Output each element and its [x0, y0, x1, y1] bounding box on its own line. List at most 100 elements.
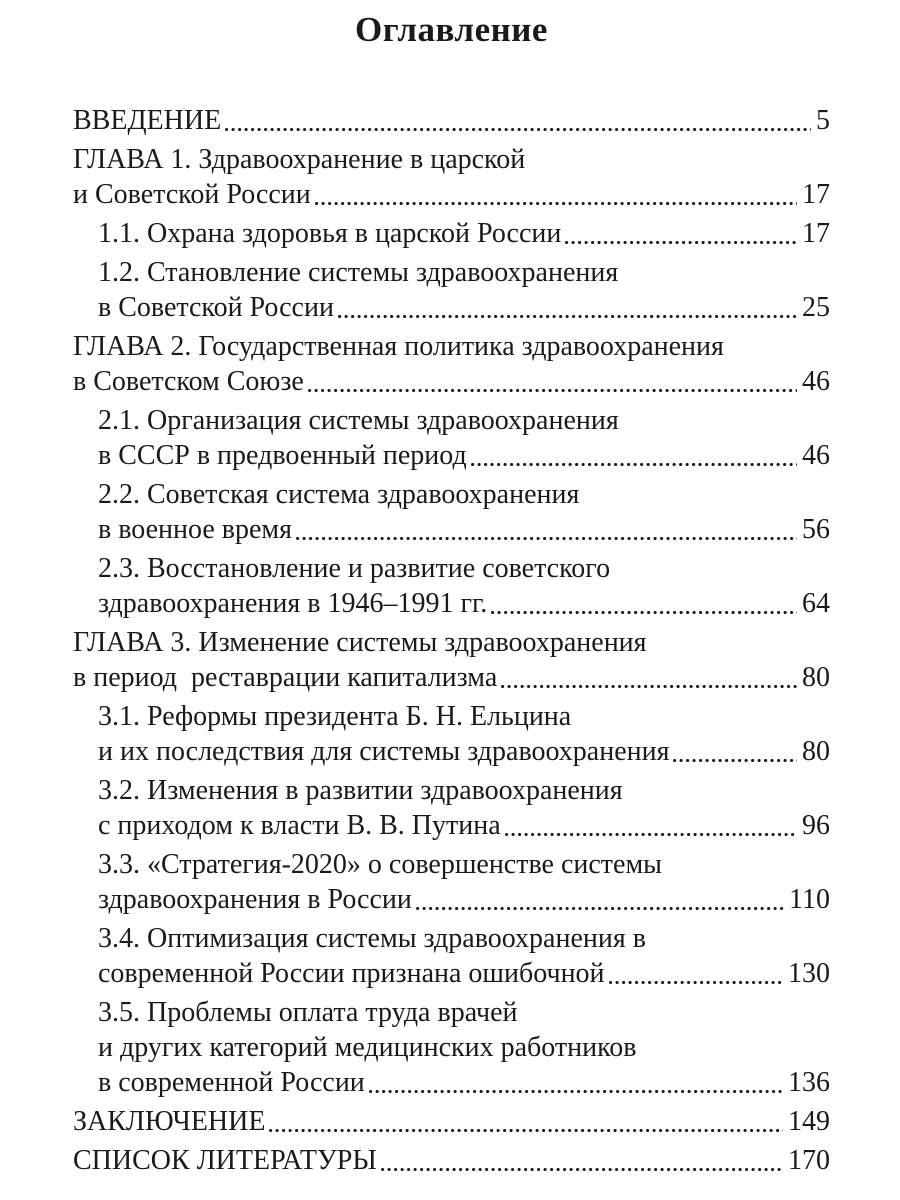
toc-entry-text: ВВЕДЕНИЕ — [73, 105, 222, 136]
toc-entry-line: 1.2. Становление системы здравоохранения — [98, 255, 830, 290]
toc-entry-line: 2.1. Организация системы здравоохранения — [98, 403, 830, 438]
toc-entry[interactable]: 2.1. Организация системы здравоохранения… — [98, 403, 830, 473]
toc-entry-line: с приходом к власти В. В. Путина 96 — [98, 808, 830, 843]
toc-entry-line: в период реставрации капитализма 80 — [73, 660, 830, 695]
page-number: 64 — [802, 588, 830, 619]
page-number: 5 — [816, 105, 830, 136]
toc-entry-text: и их последствия для системы здравоохран… — [98, 736, 670, 767]
toc-entry[interactable]: 2.2. Советская система здравоохранения в … — [98, 477, 830, 547]
toc-entry-text: в современной России — [98, 1067, 365, 1098]
toc-entry-line: ГЛАВА 1. Здравоохранение в царской — [73, 142, 830, 177]
page-number: 17 — [802, 179, 830, 210]
toc-entry-line: 3.1. Реформы президента Б. Н. Ельцина — [98, 699, 830, 734]
page-number: 130 — [788, 958, 830, 989]
toc-entry-text: ГЛАВА 1. Здравоохранение в царской — [73, 144, 526, 175]
toc-entry[interactable]: ГЛАВА 1. Здравоохранение в царской и Сове… — [73, 142, 830, 212]
page-number: 46 — [802, 440, 830, 471]
toc-entry[interactable]: 3.2. Изменения в развитии здравоохранени… — [98, 773, 830, 843]
toc-entry-line: в Советском Союзе 46 — [73, 364, 830, 399]
toc-entry-line: и их последствия для системы здравоохран… — [98, 734, 830, 769]
toc-entry-text: ГЛАВА 2. Государственная политика здраво… — [73, 331, 724, 362]
toc-entry-line: и Советской России 17 — [73, 177, 830, 212]
dot-leader — [673, 759, 797, 762]
toc-entry-text: в Советском Союзе — [73, 366, 304, 397]
toc-entry-line: 3.5. Проблемы оплата труда врачей — [98, 995, 830, 1030]
toc-entry-line: в СССР в предвоенный период 46 — [98, 438, 830, 473]
toc-entry-line: 1.1. Охрана здоровья в царской России 17 — [98, 216, 830, 251]
toc-entry-text: современной России признана ошибочной — [98, 958, 605, 989]
page-number: 17 — [802, 218, 830, 249]
dot-leader — [307, 389, 797, 392]
toc-entry[interactable]: 3.3. «Стратегия-2020» о совершенстве сис… — [98, 847, 830, 917]
toc-entry-text: с приходом к власти В. В. Путина — [98, 810, 501, 841]
toc-entry[interactable]: ГЛАВА 2. Государственная политика здраво… — [73, 329, 830, 399]
toc-entry-text: 3.5. Проблемы оплата труда врачей — [98, 997, 518, 1028]
toc-entry-text: в период реставрации капитализма — [73, 662, 498, 693]
toc-entry-line: 3.4. Оптимизация системы здравоохранения… — [98, 921, 830, 956]
toc-entry[interactable]: 1.1. Охрана здоровья в царской России 17 — [98, 216, 830, 251]
page-number: 170 — [788, 1145, 830, 1176]
toc-entry-line: ЗАКЛЮЧЕНИЕ 149 — [73, 1104, 830, 1139]
toc-entry-line: здравоохранения в 1946–1991 гг. 64 — [98, 586, 830, 621]
toc-entry-line: 3.3. «Стратегия-2020» о совершенстве сис… — [98, 847, 830, 882]
toc-entry-text: и других категорий медицинских работнико… — [98, 1032, 637, 1063]
toc-entry[interactable]: 3.5. Проблемы оплата труда врачей и други… — [98, 995, 830, 1100]
toc-entry-line: 3.2. Изменения в развитии здравоохранени… — [98, 773, 830, 808]
dot-leader — [337, 315, 797, 318]
dot-leader — [565, 241, 797, 244]
dot-leader — [504, 833, 797, 836]
dot-leader — [314, 202, 797, 205]
toc-entry-line: современной России признана ошибочной 130 — [98, 956, 830, 991]
toc-entry-line: ГЛАВА 3. Изменение системы здравоохранен… — [73, 625, 830, 660]
page-number: 80 — [802, 736, 830, 767]
toc-entry[interactable]: 2.3. Восстановление и развитие советског… — [98, 551, 830, 621]
toc-entry-text: ГЛАВА 3. Изменение системы здравоохранен… — [73, 627, 647, 658]
page-number: 96 — [802, 810, 830, 841]
toc-entry-text: 2.2. Советская система здравоохранения — [98, 479, 580, 510]
toc-entry-text: здравоохранения в России — [98, 884, 412, 915]
toc-entry-text: в Советской России — [98, 292, 334, 323]
toc-entry-line: 2.3. Восстановление и развитие советског… — [98, 551, 830, 586]
page-number: 56 — [802, 514, 830, 545]
toc-entry-text: СПИСОК ЛИТЕРАТУРЫ — [73, 1145, 377, 1176]
toc-entry[interactable]: 1.2. Становление системы здравоохранения… — [98, 255, 830, 325]
toc-entry-text: здравоохранения в 1946–1991 гг. — [98, 588, 488, 619]
toc-entry-line: ГЛАВА 2. Государственная политика здраво… — [73, 329, 830, 364]
toc-entry[interactable]: ЗАКЛЮЧЕНИЕ 149 — [73, 1104, 830, 1139]
dot-leader — [380, 1168, 783, 1171]
page-number: 80 — [802, 662, 830, 693]
toc-entry-text: 3.4. Оптимизация системы здравоохранения… — [98, 923, 646, 954]
toc-entry[interactable]: 3.1. Реформы президента Б. Н. Ельцина и и… — [98, 699, 830, 769]
toc-entry-text: в СССР в предвоенный период — [98, 440, 467, 471]
dot-leader — [501, 685, 797, 688]
toc-entry[interactable]: СПИСОК ЛИТЕРАТУРЫ 170 — [73, 1143, 830, 1178]
dot-leader — [269, 1129, 783, 1132]
dot-leader — [225, 128, 811, 131]
dot-leader — [296, 537, 797, 540]
page-number: 149 — [788, 1106, 830, 1137]
toc-entry-line: СПИСОК ЛИТЕРАТУРЫ 170 — [73, 1143, 830, 1178]
toc-entry-text: и Советской России — [73, 179, 311, 210]
toc-entry[interactable]: ГЛАВА 3. Изменение системы здравоохранен… — [73, 625, 830, 695]
dot-leader — [491, 611, 797, 614]
toc-entry-text: в военное время — [98, 514, 293, 545]
toc-entry-text: 3.1. Реформы президента Б. Н. Ельцина — [98, 701, 572, 732]
dot-leader — [415, 907, 785, 910]
toc-list: ВВЕДЕНИЕ 5 ГЛАВА 1. Здравоохранение в царс… — [73, 103, 830, 1178]
toc-entry-text: 2.3. Восстановление и развитие советског… — [98, 553, 611, 584]
page-number: 25 — [802, 292, 830, 323]
toc-entry-text: 3.3. «Стратегия-2020» о совершенстве сис… — [98, 849, 662, 880]
toc-entry[interactable]: 3.4. Оптимизация системы здравоохранения… — [98, 921, 830, 991]
toc-entry-line: в современной России 136 — [98, 1065, 830, 1100]
toc-entry-line: в Советской России 25 — [98, 290, 830, 325]
dot-leader — [608, 981, 783, 984]
page-number: 136 — [788, 1067, 830, 1098]
dot-leader — [368, 1090, 783, 1093]
toc-entry-text: ЗАКЛЮЧЕНИЕ — [73, 1106, 266, 1137]
toc-entry-text: 3.2. Изменения в развитии здравоохранени… — [98, 775, 623, 806]
toc-entry-line: и других категорий медицинских работнико… — [98, 1030, 830, 1065]
toc-entry-line: здравоохранения в России 110 — [98, 882, 830, 917]
toc-entry[interactable]: ВВЕДЕНИЕ 5 — [73, 103, 830, 138]
toc-entry-text: 2.1. Организация системы здравоохранения — [98, 405, 619, 436]
